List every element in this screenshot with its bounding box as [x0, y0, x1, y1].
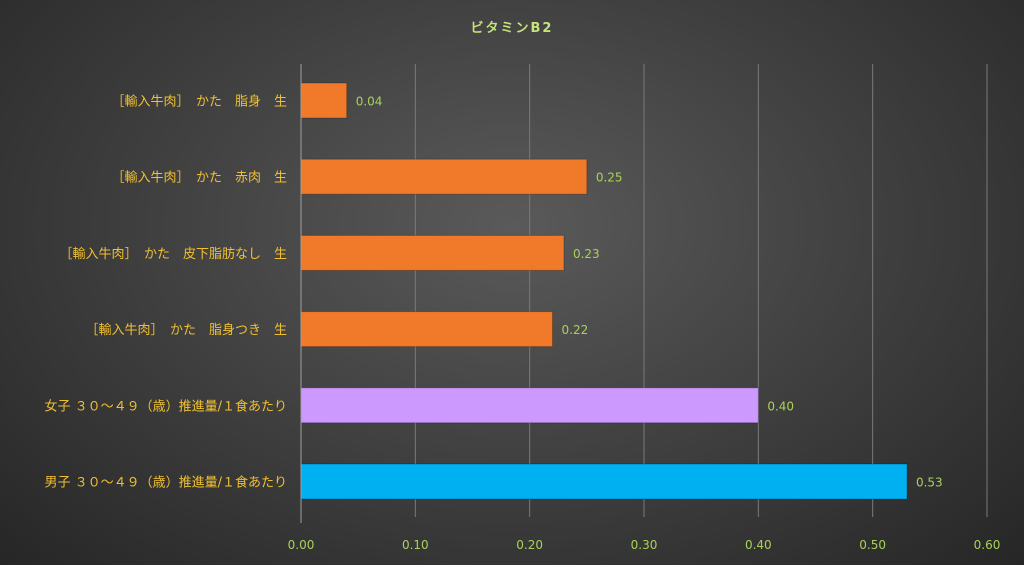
- data-label: 0.04: [356, 95, 383, 109]
- data-label: 0.23: [573, 247, 600, 261]
- category-labels: ［輸入牛肉］ かた 脂身 生 ［輸入牛肉］ かた 赤肉 生 ［輸入牛肉］ かた 皮下…: [44, 94, 287, 491]
- x-tick-label: 0.60: [974, 538, 1001, 552]
- x-tick-label: 0.10: [402, 538, 429, 552]
- x-axis-ticks: 0.00 0.10 0.20 0.30 0.40 0.50 0.60: [288, 538, 1001, 552]
- category-label: ［輸入牛肉］ かた 皮下脂肪なし 生: [59, 246, 287, 262]
- data-label: 0.40: [767, 399, 794, 413]
- chart-title: ビタミンB2: [471, 20, 554, 36]
- bar: [300, 311, 554, 348]
- data-label: 0.53: [916, 476, 943, 490]
- bar: [300, 158, 588, 195]
- category-label: ［輸入牛肉］ かた 脂身 生: [111, 94, 287, 110]
- x-tick-label: 0.00: [288, 538, 315, 552]
- data-label: 0.25: [596, 171, 623, 185]
- data-labels: 0.04 0.25 0.23 0.22 0.40 0.53: [356, 95, 943, 490]
- category-label: ［輸入牛肉］ かた 脂身つき 生: [85, 322, 287, 338]
- x-tick-label: 0.20: [516, 538, 543, 552]
- bars: [300, 82, 908, 500]
- category-label: 男子 ３０～４９（歳）推進量/１食あたり: [44, 475, 287, 491]
- x-tick-label: 0.30: [631, 538, 658, 552]
- category-label: ［輸入牛肉］ かた 赤肉 生: [111, 171, 287, 186]
- bar: [300, 463, 908, 500]
- gridlines: [414, 64, 988, 517]
- data-label: 0.22: [562, 323, 589, 337]
- bar: [300, 82, 348, 119]
- x-tick-label: 0.50: [859, 538, 886, 552]
- category-label: 女子 ３０～４９（歳）推進量/１食あたり: [44, 398, 287, 414]
- bar: [300, 234, 565, 271]
- bar: [300, 387, 759, 424]
- x-tick-label: 0.40: [745, 538, 772, 552]
